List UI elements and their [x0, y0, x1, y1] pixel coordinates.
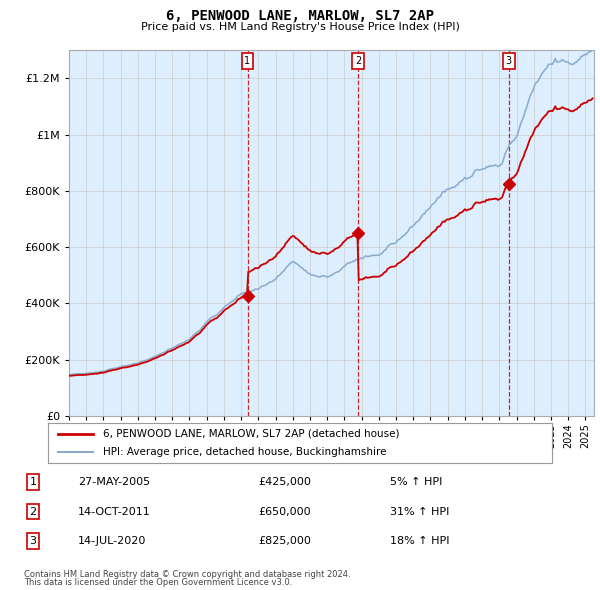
Text: 14-OCT-2011: 14-OCT-2011	[78, 507, 151, 516]
Text: £425,000: £425,000	[258, 477, 311, 487]
Text: 1: 1	[29, 477, 37, 487]
Text: 6, PENWOOD LANE, MARLOW, SL7 2AP (detached house): 6, PENWOOD LANE, MARLOW, SL7 2AP (detach…	[103, 429, 400, 439]
Text: Price paid vs. HM Land Registry's House Price Index (HPI): Price paid vs. HM Land Registry's House …	[140, 22, 460, 32]
Text: 3: 3	[29, 536, 37, 546]
Text: £825,000: £825,000	[258, 536, 311, 546]
Bar	[69, 50, 594, 416]
Text: 27-MAY-2005: 27-MAY-2005	[78, 477, 150, 487]
Text: 5% ↑ HPI: 5% ↑ HPI	[390, 477, 442, 487]
Text: 2: 2	[355, 57, 361, 67]
Text: £650,000: £650,000	[258, 507, 311, 516]
Text: 18% ↑ HPI: 18% ↑ HPI	[390, 536, 449, 546]
Text: 2: 2	[29, 507, 37, 516]
Text: 1: 1	[244, 57, 251, 67]
Text: Contains HM Land Registry data © Crown copyright and database right 2024.: Contains HM Land Registry data © Crown c…	[24, 571, 350, 579]
Text: HPI: Average price, detached house, Buckinghamshire: HPI: Average price, detached house, Buck…	[103, 447, 387, 457]
Text: This data is licensed under the Open Government Licence v3.0.: This data is licensed under the Open Gov…	[24, 578, 292, 587]
Text: 14-JUL-2020: 14-JUL-2020	[78, 536, 146, 546]
Text: 3: 3	[506, 57, 512, 67]
Text: 31% ↑ HPI: 31% ↑ HPI	[390, 507, 449, 516]
Text: 6, PENWOOD LANE, MARLOW, SL7 2AP: 6, PENWOOD LANE, MARLOW, SL7 2AP	[166, 9, 434, 23]
